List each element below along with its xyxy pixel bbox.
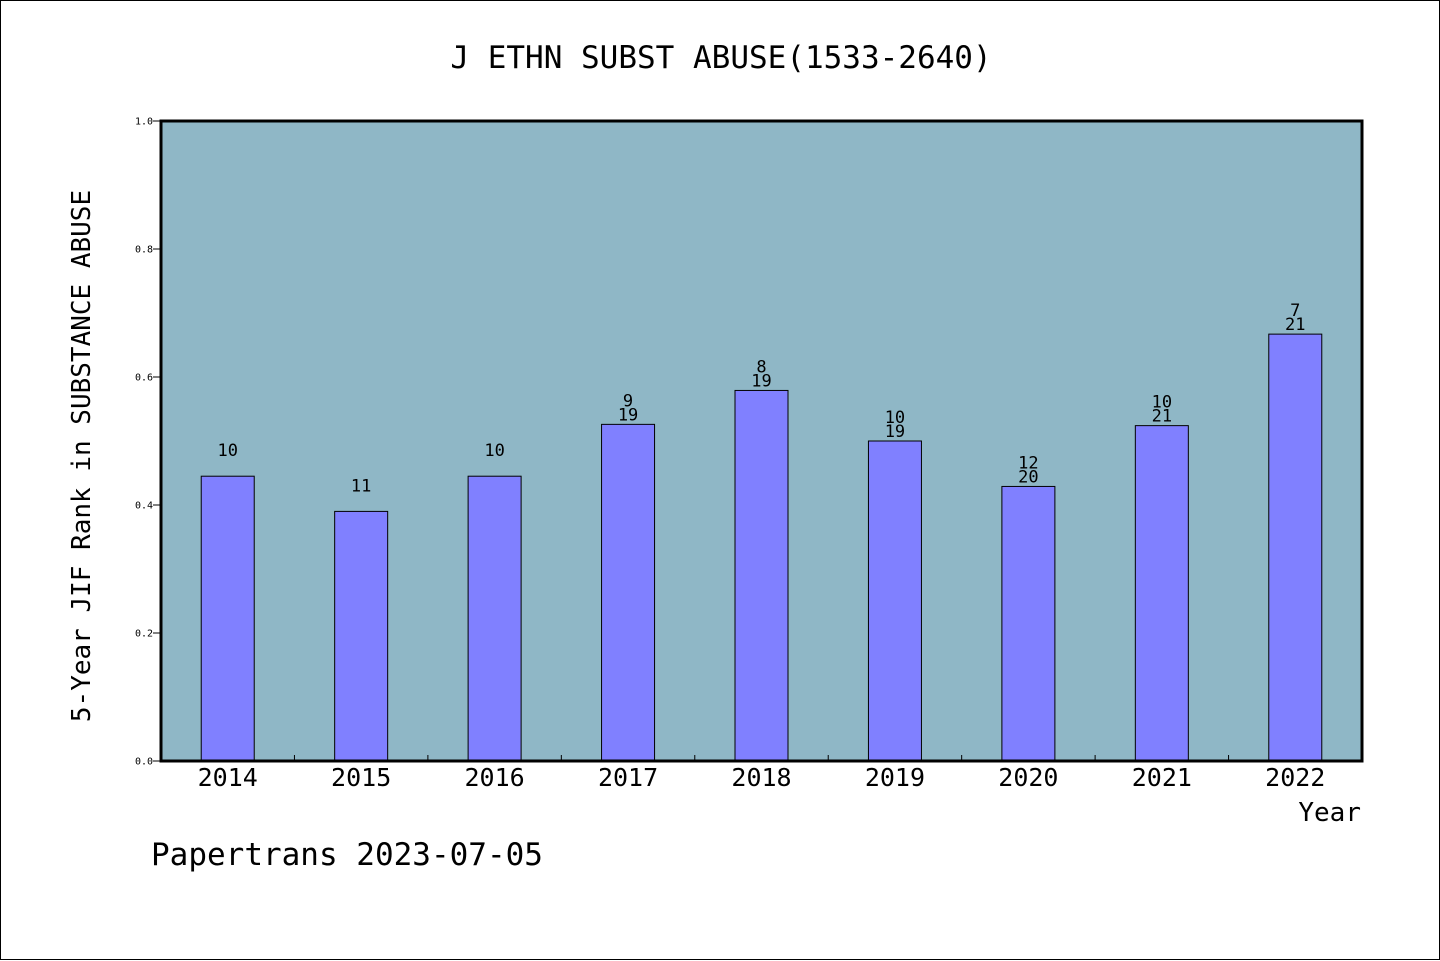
y-axis: 0.0 0.2 0.4 0.6 0.8 1.0: [135, 117, 161, 768]
bar-2020: [1001, 485, 1056, 762]
bar-rank-label: 10: [217, 441, 237, 461]
x-tick-label: 2018: [731, 763, 791, 792]
bars-layer: [200, 333, 1323, 762]
x-tick-label: 2016: [465, 763, 525, 792]
x-tick-label: 2019: [865, 763, 925, 792]
y-tick-label: 1.0: [135, 117, 153, 128]
y-tick-label: 0.0: [135, 757, 153, 768]
bar-2022: [1268, 333, 1323, 762]
y-axis-title: 5-Year JIF Rank in SUBSTANCE ABUSE: [67, 190, 97, 722]
bar-total-label: 19: [618, 405, 638, 425]
chart-title: J ETHN SUBST ABUSE(1533-2640): [450, 40, 991, 76]
x-axis-title: Year: [1298, 798, 1361, 828]
bar-rank-label: 12: [1018, 453, 1038, 473]
bar-2018: [734, 389, 789, 762]
bar-2014: [200, 475, 255, 762]
y-tick-label: 0.8: [135, 245, 153, 256]
footer-text: Papertrans 2023-07-05: [151, 837, 543, 873]
bar-rank-label: 11: [351, 476, 371, 496]
bar-rank-label: 10: [1152, 393, 1172, 413]
bar-rank-label: 8: [756, 357, 766, 377]
x-tick-label: 2022: [1265, 763, 1325, 792]
x-tick-label: 2015: [331, 763, 391, 792]
bar-total-label: 21: [1152, 407, 1172, 427]
bar-2015: [334, 510, 389, 762]
y-tick-label: 0.4: [135, 501, 153, 512]
bar-total-label: 20: [1018, 467, 1038, 487]
bar-2016: [467, 475, 522, 762]
x-tick-label: 2020: [998, 763, 1058, 792]
x-tick-label: 2014: [198, 763, 258, 792]
y-tick-label: 0.2: [135, 629, 153, 640]
bar-2021: [1134, 425, 1189, 762]
bar-rank-label: 7: [1290, 301, 1300, 321]
plot-border: [159, 119, 1364, 763]
bar-2017: [601, 423, 656, 762]
x-axis: 2014 2015 2016 2017 2018 2019 2020 2021 2022: [198, 755, 1325, 792]
x-tick-label: 2017: [598, 763, 658, 792]
bar-rank-label: 10: [484, 441, 504, 461]
bar-total-label: 21: [1285, 315, 1305, 335]
bar-total-label: 19: [751, 371, 771, 391]
x-tick-label: 2021: [1132, 763, 1192, 792]
y-tick-label: 0.6: [135, 373, 153, 384]
bar-total-label: 19: [885, 422, 905, 442]
bar-rank-label: 10: [885, 408, 905, 428]
bar-rank-label: 9: [623, 391, 633, 411]
bar-2019: [867, 440, 922, 762]
